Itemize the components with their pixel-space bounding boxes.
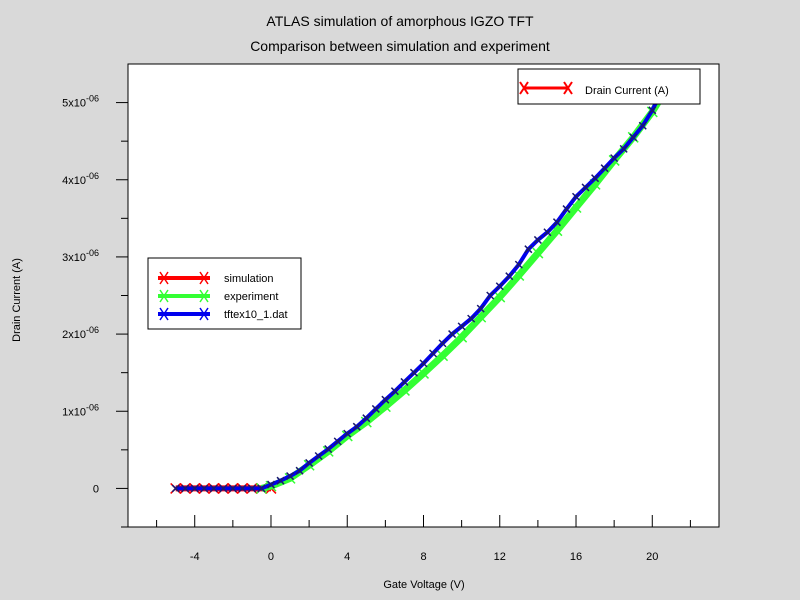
series-legend: simulation experiment tftex10_1.dat xyxy=(147,257,302,330)
data-point xyxy=(400,377,409,386)
data-point xyxy=(532,247,544,259)
x-tick-label: -4 xyxy=(190,551,200,563)
series-legend-label-tftex10: tftex10_1.dat xyxy=(224,309,288,321)
data-point xyxy=(437,350,449,362)
data-point xyxy=(533,235,542,244)
data-point xyxy=(591,174,600,183)
data-point xyxy=(619,144,628,153)
data-point xyxy=(524,245,533,254)
data-point xyxy=(333,437,342,446)
data-point xyxy=(314,451,323,461)
data-point xyxy=(543,228,552,237)
data-point xyxy=(286,472,295,481)
data-point xyxy=(417,367,430,379)
data-point xyxy=(513,269,525,281)
x-tick-label: 4 xyxy=(344,551,350,563)
data-point xyxy=(456,331,468,343)
y-tick-label: 2x10-06 xyxy=(62,325,99,341)
data-point xyxy=(600,164,609,173)
data-point xyxy=(448,330,457,339)
series-legend-marker-tftex10 xyxy=(159,307,209,321)
chart-title: ATLAS simulation of amorphous IGZO TFT xyxy=(266,13,534,29)
y-axis-label: Drain Current (A) xyxy=(11,258,23,342)
series-legend-label-experiment: experiment xyxy=(224,291,278,303)
data-point xyxy=(505,272,514,281)
y-tick-label: 0 xyxy=(93,483,99,495)
data-point xyxy=(190,484,199,493)
data-point xyxy=(324,445,333,454)
tick-labels: -4 0 4 8 12 16 20 0 1x10-06 2x10-06 3x10-06 4x10-06… xyxy=(62,94,658,563)
data-point xyxy=(571,192,581,201)
data-point xyxy=(200,484,209,493)
x-tick-label: 0 xyxy=(268,551,274,563)
data-point xyxy=(409,368,418,377)
series-legend-marker-simulation xyxy=(159,271,209,285)
axis-ticks xyxy=(116,102,691,528)
data-point xyxy=(552,218,561,227)
data-point xyxy=(638,121,647,130)
data-point xyxy=(476,304,485,313)
quantity-legend-marker xyxy=(519,81,573,95)
y-tick-label: 4x10-06 xyxy=(62,171,99,187)
series-tftex10-1-dat xyxy=(171,94,663,493)
data-point xyxy=(276,476,285,485)
quantity-legend-label: Drain Current (A) xyxy=(585,85,669,97)
data-point xyxy=(228,484,237,493)
data-point xyxy=(343,429,352,438)
data-point xyxy=(362,414,371,423)
data-point xyxy=(581,183,590,192)
y-tick-label: 3x10-06 xyxy=(62,248,99,264)
quantity-legend: Drain Current (A) xyxy=(517,68,701,105)
x-tick-label: 8 xyxy=(420,551,426,563)
x-axis-label: Gate Voltage (V) xyxy=(383,579,464,591)
y-tick-label: 1x10-06 xyxy=(62,402,99,418)
data-point xyxy=(457,322,466,331)
x-tick-label: 12 xyxy=(494,551,506,563)
data-point xyxy=(238,484,247,493)
data-point xyxy=(495,282,504,291)
data-point xyxy=(381,395,390,404)
x-tick-label: 16 xyxy=(570,551,582,563)
data-point xyxy=(494,291,506,303)
data-point xyxy=(390,387,399,396)
data-point xyxy=(429,349,438,358)
data-point xyxy=(371,404,380,413)
data-point xyxy=(419,359,428,368)
y-tick-label: 5x10-06 xyxy=(62,94,99,110)
data-point xyxy=(629,133,638,142)
data-point xyxy=(295,466,304,475)
data-point xyxy=(648,106,657,115)
series-legend-marker-experiment xyxy=(159,289,209,303)
data-point xyxy=(486,291,495,300)
data-point xyxy=(438,339,447,348)
data-point xyxy=(305,458,314,467)
chart-subtitle: Comparison between simulation and experi… xyxy=(250,38,550,54)
data-point xyxy=(467,314,476,323)
series-line xyxy=(175,97,660,491)
data-point xyxy=(562,205,571,214)
data-point xyxy=(247,484,256,493)
x-tick-label: 20 xyxy=(646,551,658,563)
data-point xyxy=(266,480,276,489)
data-point xyxy=(610,154,619,163)
data-point xyxy=(219,484,228,493)
data-point xyxy=(181,484,190,493)
data-point xyxy=(171,484,180,493)
series-legend-label-simulation: simulation xyxy=(224,273,274,285)
data-point xyxy=(352,422,361,431)
data-point xyxy=(514,260,523,269)
data-point xyxy=(257,484,266,493)
data-point xyxy=(209,484,218,493)
series-legend-box xyxy=(147,257,302,330)
